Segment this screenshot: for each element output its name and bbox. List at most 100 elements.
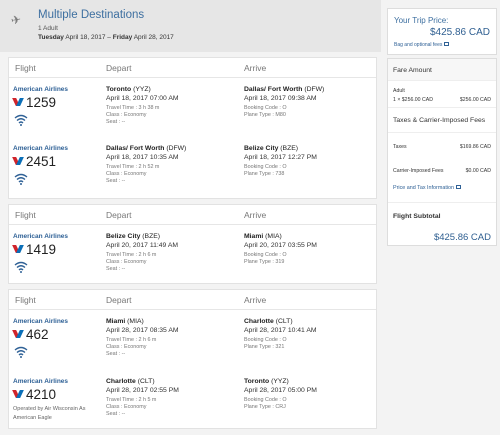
depart-location: Miami (MIA) <box>106 318 144 325</box>
depart-time: April 28, 2017 02:55 PM <box>106 387 179 394</box>
flight-subtotal-value: $425.86 CAD <box>433 232 491 243</box>
external-link-icon <box>444 42 450 46</box>
depart-time: April 28, 2017 08:35 AM <box>106 327 179 334</box>
cabin-class: Class : Economy <box>106 344 147 350</box>
airline-name: American Airlines <box>13 145 69 152</box>
trip-price-value: $425.86 CAD <box>429 27 490 38</box>
wifi-icon <box>14 173 28 185</box>
col-depart: Depart <box>106 63 132 73</box>
adult-label: Adult <box>393 88 405 94</box>
travel-time: Travel Time : 2 h 6 m <box>106 337 157 343</box>
external-link-icon <box>456 185 462 189</box>
travel-time: Travel Time : 2 h 6 m <box>106 252 157 258</box>
col-depart: Depart <box>106 295 132 305</box>
cabin-class: Class : Economy <box>106 171 147 177</box>
flight-number: 1259 <box>13 95 56 110</box>
airline-logo-icon <box>13 389 23 398</box>
depart-location: Dallas/ Fort Worth (DFW) <box>106 145 187 152</box>
airline-name: American Airlines <box>13 378 69 385</box>
fare-amount-header: Fare Amount <box>388 59 496 81</box>
taxes-label: Taxes <box>393 144 407 150</box>
fare-breakdown-panel: Fare Amount Adult 1 × $256.00 CAD $256.0… <box>387 58 497 246</box>
trip-price-panel: Your Trip Price: $425.86 CAD Bag and opt… <box>387 8 497 55</box>
flight-card-3: Flight Depart Arrive American Airlines 4… <box>8 289 377 429</box>
booking-code: Booking Code : O <box>244 337 287 343</box>
passenger-count: 1 Adult <box>38 25 58 32</box>
arrive-time: April 18, 2017 12:27 PM <box>244 154 317 161</box>
col-depart: Depart <box>106 210 132 220</box>
flight-number: 462 <box>13 327 49 342</box>
carrier-fees-label: Carrier-Imposed Fees <box>393 168 444 174</box>
airline-logo-icon <box>13 329 23 338</box>
airline-logo-icon <box>13 97 23 106</box>
airline-name: American Airlines <box>13 86 69 93</box>
airline-logo-icon <box>13 244 23 253</box>
flight-segment: American Airlines 1419 Belize City (BZE)… <box>9 233 376 293</box>
seat-info: Seat : -- <box>106 178 126 184</box>
adult-calc: 1 × $256.00 CAD <box>393 97 433 103</box>
price-tax-info-link[interactable]: Price and Tax Information <box>393 185 462 191</box>
booking-code: Booking Code : O <box>244 105 287 111</box>
seat-info: Seat : -- <box>106 351 126 357</box>
plane-icon: ✈ <box>9 12 23 28</box>
arrive-time: April 28, 2017 10:41 AM <box>244 327 317 334</box>
wifi-icon <box>14 114 28 126</box>
plane-type: Plane Type : 321 <box>244 344 285 350</box>
depart-location: Charlotte (CLT) <box>106 378 155 385</box>
bag-fees-link[interactable]: Bag and optional fees <box>394 42 450 48</box>
plane-type: Plane Type : CRJ <box>244 404 286 410</box>
flight-segment: American Airlines 462 Miami (MIA) April … <box>9 318 376 378</box>
trip-type-title: Multiple Destinations <box>38 9 145 21</box>
col-flight: Flight <box>15 295 36 305</box>
trip-price-label: Your Trip Price: <box>394 16 449 25</box>
travel-time: Travel Time : 2 h 52 m <box>106 164 160 170</box>
flight-number: 1419 <box>13 242 56 257</box>
column-header: Flight Depart Arrive <box>9 290 376 310</box>
itinerary-header: ✈ Multiple Destinations 1 Adult Tuesday … <box>0 0 381 52</box>
flight-number: 2451 <box>13 154 56 169</box>
taxes-title: Taxes & Carrier-Imposed Fees <box>393 117 486 124</box>
arrive-time: April 18, 2017 09:38 AM <box>244 95 317 102</box>
plane-type: Plane Type : 319 <box>244 259 285 265</box>
arrive-location: Belize City (BZE) <box>244 145 299 152</box>
booking-code: Booking Code : O <box>244 252 287 258</box>
column-header: Flight Depart Arrive <box>9 58 376 78</box>
flight-card-1: Flight Depart Arrive American Airlines 1… <box>8 57 377 199</box>
depart-time: April 18, 2017 10:35 AM <box>106 154 179 161</box>
plane-type: Plane Type : 738 <box>244 171 285 177</box>
plane-type: Plane Type : M80 <box>244 112 286 118</box>
trip-dates: Tuesday April 18, 2017 – Friday April 28… <box>38 34 174 41</box>
airline-name: American Airlines <box>13 318 69 325</box>
depart-time: April 20, 2017 11:49 AM <box>106 242 179 249</box>
arrive-time: April 20, 2017 03:55 PM <box>244 242 317 249</box>
travel-time: Travel Time : 2 h 5 m <box>106 397 157 403</box>
arrive-location: Dallas/ Fort Worth (DFW) <box>244 86 325 93</box>
depart-time: April 18, 2017 07:00 AM <box>106 95 179 102</box>
cabin-class: Class : Economy <box>106 259 147 265</box>
column-header: Flight Depart Arrive <box>9 205 376 225</box>
carrier-fees-value: $0.00 CAD <box>465 168 491 174</box>
airline-logo-icon <box>13 156 23 165</box>
flight-subtotal-title: Flight Subtotal <box>393 213 441 220</box>
arrive-location: Toronto (YYZ) <box>244 378 289 385</box>
wifi-icon <box>14 261 28 273</box>
taxes-value: $169.86 CAD <box>459 144 491 150</box>
divider <box>388 202 496 203</box>
col-flight: Flight <box>15 210 36 220</box>
seat-info: Seat : -- <box>106 266 126 272</box>
adult-total: $256.00 CAD <box>459 97 491 103</box>
seat-info: Seat : -- <box>106 119 126 125</box>
travel-time: Travel Time : 3 h 38 m <box>106 105 160 111</box>
col-arrive: Arrive <box>244 210 267 220</box>
flight-segment: American Airlines 2451 Dallas/ Fort Wort… <box>9 145 376 205</box>
arrive-location: Charlotte (CLT) <box>244 318 293 325</box>
taxes-header: Taxes & Carrier-Imposed Fees <box>388 107 496 133</box>
arrive-location: Miami (MIA) <box>244 233 282 240</box>
operated-by-note: Operated by Air Wisconsin As American Ea… <box>13 406 86 421</box>
col-arrive: Arrive <box>244 63 267 73</box>
depart-location: Belize City (BZE) <box>106 233 161 240</box>
cabin-class: Class : Economy <box>106 112 147 118</box>
col-arrive: Arrive <box>244 295 267 305</box>
flight-number: 4210 <box>13 387 56 402</box>
fare-amount-title: Fare Amount <box>393 67 432 74</box>
